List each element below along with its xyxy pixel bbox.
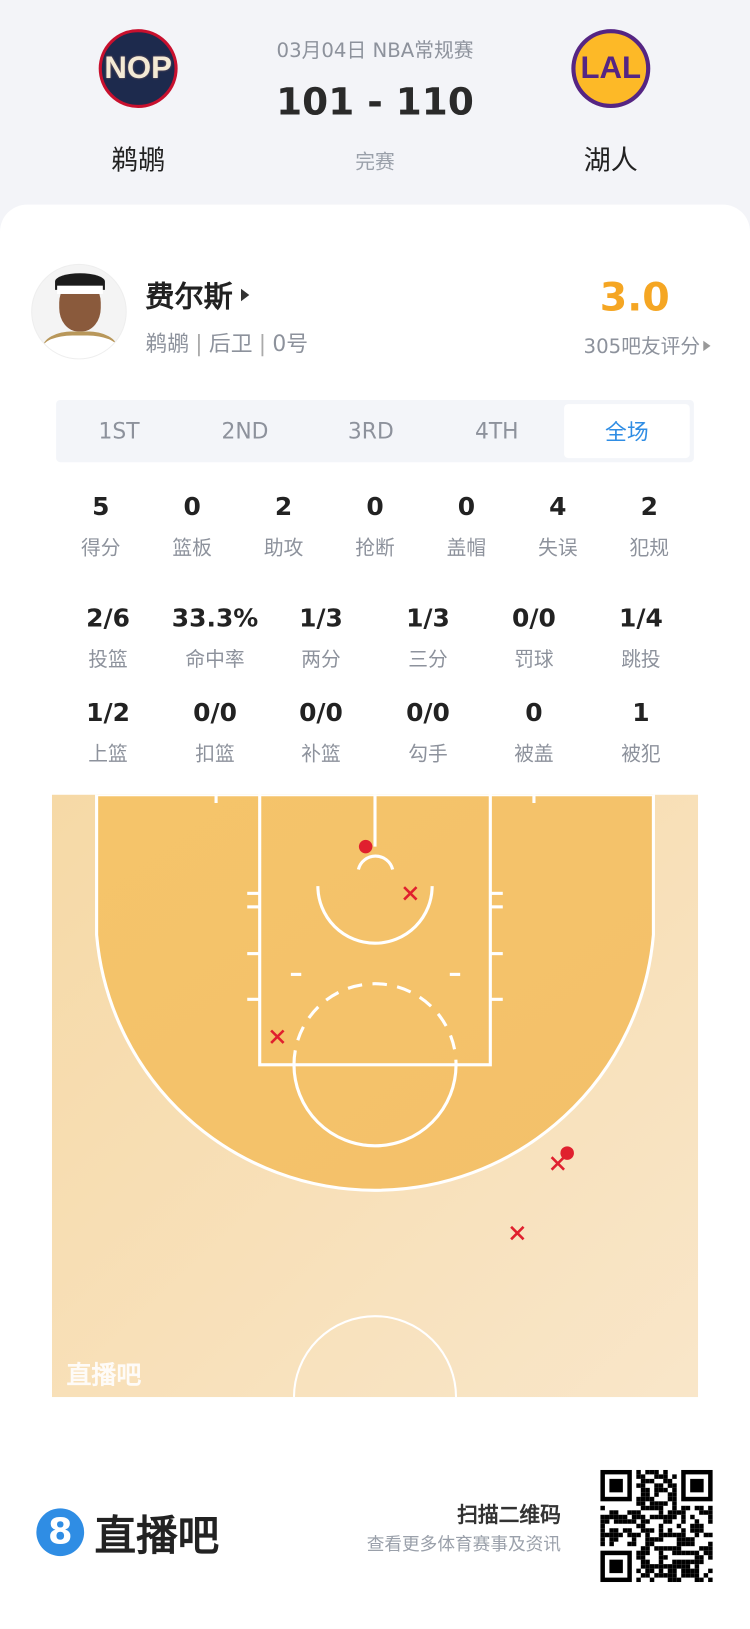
stat-value: 0/0 [406, 698, 450, 728]
match-status: 完赛 [355, 150, 395, 174]
stat-value: 2 [274, 492, 293, 522]
stat-value: 1/3 [299, 603, 343, 633]
rating-count-label[interactable]: 305吧友评分 [583, 335, 701, 359]
match-date-league: 03月04日 NBA常规赛 [276, 39, 474, 63]
caret-right-icon[interactable] [241, 288, 250, 302]
player-team: 鹈鹕 [145, 331, 190, 357]
player-position: 后卫 [208, 331, 253, 357]
brand-mark-icon: 8 [36, 1508, 85, 1557]
stat-value: 0/0 [512, 603, 556, 633]
stat-value: 1/2 [86, 698, 130, 728]
stat-label: 补篮 [301, 742, 341, 766]
missed-shot-marker [270, 1029, 285, 1044]
stat-label: 投篮 [88, 648, 128, 672]
caret-right-icon [703, 340, 711, 351]
stat-value: 2 [640, 492, 658, 522]
stat-label: 得分 [81, 537, 121, 560]
stat-label: 三分 [408, 648, 448, 672]
match-score: 101 - 110 [276, 81, 474, 124]
stat-value: 0/0 [193, 698, 237, 728]
stat-value: 1/4 [619, 603, 663, 633]
player-meta: 鹈鹕 | 后卫 | 0号 [145, 331, 309, 357]
brand-logo[interactable]: 8 直播吧 [36, 1502, 219, 1562]
qr-code[interactable] [599, 1469, 713, 1583]
stat-label: 犯规 [629, 537, 669, 560]
tab-4th[interactable]: 4TH [474, 418, 519, 444]
stat-value: 1 [632, 698, 650, 728]
stat-value: 33.3% [171, 603, 259, 633]
paint-area [258, 794, 492, 1067]
stat-label: 两分 [301, 648, 341, 672]
free-throw-circle-top [292, 982, 458, 1065]
center-circle [292, 1315, 458, 1398]
made-shot-marker [358, 839, 373, 854]
stat-label: 助攻 [263, 537, 304, 560]
stat-label: 抢断 [355, 537, 395, 560]
stat-value: 5 [92, 492, 110, 522]
stat-label: 命中率 [185, 648, 245, 672]
stat-value: 2/6 [86, 603, 130, 633]
stat-value: 4 [549, 492, 567, 522]
tab-1st[interactable]: 1ST [98, 418, 140, 444]
missed-shot-marker [510, 1225, 525, 1241]
away-team-name[interactable]: 湖人 [583, 145, 638, 177]
stat-label: 盖帽 [446, 537, 487, 560]
rating-link[interactable]: 305吧友评分 [584, 331, 711, 359]
home-team-name[interactable]: 鹈鹕 [111, 145, 166, 177]
restricted-arc [316, 886, 434, 945]
stat-value: 0 [525, 698, 543, 728]
stat-value: 0 [183, 492, 201, 522]
stat-label: 罚球 [514, 648, 554, 672]
qr-subtitle: 查看更多体育赛事及资讯 [366, 1534, 561, 1556]
period-tabs: 1ST 2ND 3RD 4TH 全场 [56, 399, 694, 463]
stat-value: 0/0 [299, 698, 343, 728]
away-team-logo[interactable]: LAL [571, 29, 651, 109]
home-team-logo[interactable]: NOP [98, 29, 178, 109]
qr-title: 扫描二维码 [457, 1502, 561, 1528]
three-point-line [95, 794, 655, 1192]
stat-label: 被盖 [514, 742, 554, 766]
stat-label: 勾手 [408, 742, 448, 766]
tab-3rd[interactable]: 3RD [347, 418, 394, 444]
shot-chart: 直播吧 [51, 794, 699, 1398]
stat-label: 跳投 [621, 648, 661, 672]
stat-label: 被犯 [621, 742, 661, 766]
missed-shot-marker [403, 886, 418, 901]
missed-shot-marker [550, 1156, 565, 1171]
player-number: 0号 [272, 331, 309, 357]
player-name[interactable]: 费尔斯 [145, 279, 233, 314]
stat-label: 失误 [538, 537, 578, 560]
player-rating: 3.0 [599, 274, 670, 320]
tab-2nd[interactable]: 2ND [221, 418, 269, 444]
stat-label: 扣篮 [195, 742, 235, 766]
rim-arc [356, 854, 395, 870]
player-avatar[interactable] [31, 263, 127, 360]
made-shot-marker [560, 1146, 574, 1160]
stat-value: 0 [457, 492, 476, 522]
court-watermark: 直播吧 [66, 1361, 141, 1390]
stat-value: 1/3 [406, 603, 450, 633]
stat-label: 篮板 [172, 537, 212, 560]
brand-name: 直播吧 [94, 1512, 220, 1561]
stat-value: 0 [366, 492, 384, 522]
stat-label: 上篮 [88, 742, 128, 766]
free-throw-circle-bottom [292, 1064, 458, 1148]
tab-全场[interactable]: 全场 [563, 404, 690, 459]
